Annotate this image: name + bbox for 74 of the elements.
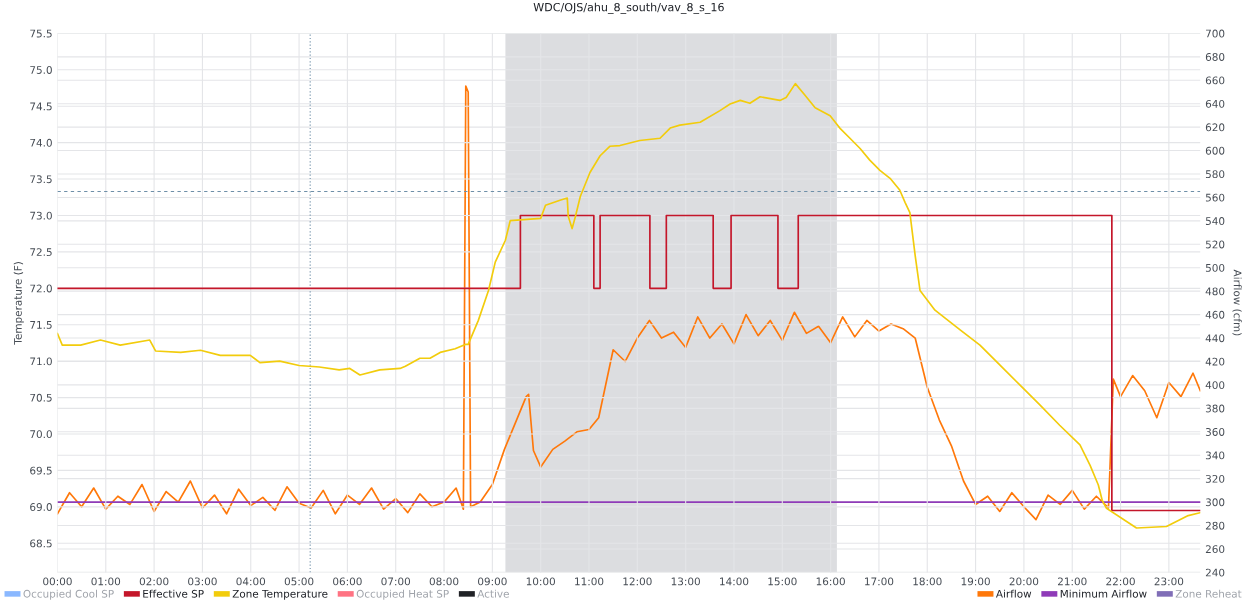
y2-tick-label: 560 bbox=[1205, 193, 1225, 202]
x-tick-label: 10:00 bbox=[526, 577, 555, 586]
chart-title: WDC/OJS/ahu_8_south/vav_8_s_16 bbox=[533, 2, 724, 14]
y-tick-label: 73.5 bbox=[30, 175, 52, 184]
y-axis-title: Temperature (F) bbox=[13, 262, 24, 345]
y-tick-label: 74.0 bbox=[30, 138, 52, 147]
x-tick-label: 23:00 bbox=[1154, 577, 1184, 586]
y2-tick-label: 340 bbox=[1205, 451, 1225, 460]
y-tick-label: 72.0 bbox=[30, 284, 52, 293]
y-tick-label: 72.5 bbox=[30, 248, 52, 257]
y2-tick-label: 500 bbox=[1205, 263, 1225, 272]
x-tick-label: 01:00 bbox=[91, 577, 121, 586]
y2-tick-label: 260 bbox=[1205, 545, 1225, 554]
x-tick-label: 00:00 bbox=[43, 577, 72, 586]
x-tick-label: 20:00 bbox=[1009, 577, 1039, 586]
x-tick-label: 08:00 bbox=[429, 577, 459, 586]
x-tick-label: 12:00 bbox=[623, 577, 652, 586]
y2-tick-label: 520 bbox=[1205, 240, 1225, 249]
legend-label: Occupied Heat SP bbox=[356, 589, 449, 600]
y2-tick-label: 320 bbox=[1205, 474, 1225, 483]
y2-tick-label: 540 bbox=[1205, 217, 1225, 225]
y-tick-label: 70.5 bbox=[30, 393, 52, 402]
x-tick-label: 18:00 bbox=[913, 577, 942, 586]
y2-tick-label: 620 bbox=[1205, 123, 1225, 132]
y-tick-label: 69.5 bbox=[30, 466, 52, 475]
legend-label: Zone Temperature bbox=[232, 589, 328, 600]
x-tick-label: 22:00 bbox=[1106, 577, 1135, 586]
legend-label: Minimum Airflow bbox=[1060, 589, 1147, 598]
legend-label: Effective SP bbox=[143, 589, 204, 598]
x-tick-label: 17:00 bbox=[865, 577, 894, 586]
y2-tick-label: 300 bbox=[1205, 498, 1225, 507]
y-tick-label: 71.0 bbox=[30, 357, 52, 366]
y2-tick-label: 680 bbox=[1205, 53, 1225, 61]
y2-tick-label: 660 bbox=[1205, 76, 1225, 85]
y2-tick-label: 480 bbox=[1205, 287, 1225, 296]
y2-axis-title: Airflow (cfm) bbox=[1232, 269, 1242, 336]
y2-tick-label: 600 bbox=[1205, 146, 1225, 155]
x-tick-label: 16:00 bbox=[816, 577, 845, 586]
x-tick-label: 14:00 bbox=[720, 577, 749, 586]
y2-tick-label: 420 bbox=[1205, 357, 1225, 366]
y2-tick-label: 640 bbox=[1205, 99, 1225, 108]
x-tick-label: 15:00 bbox=[768, 577, 797, 586]
y2-tick-label: 360 bbox=[1205, 428, 1225, 436]
y2-tick-label: 580 bbox=[1205, 170, 1225, 179]
legend-label: Active bbox=[477, 589, 509, 598]
y-tick-label: 75.5 bbox=[30, 29, 52, 38]
x-tick-label: 03:00 bbox=[188, 577, 217, 586]
x-tick-label: 04:00 bbox=[236, 577, 266, 586]
x-tick-label: 06:00 bbox=[333, 577, 362, 586]
y2-tick-label: 700 bbox=[1206, 29, 1225, 38]
y2-tick-label: 440 bbox=[1205, 334, 1225, 343]
x-tick-label: 21:00 bbox=[1057, 577, 1087, 586]
y2-tick-label: 400 bbox=[1205, 381, 1225, 390]
y-tick-label: 75.0 bbox=[30, 66, 52, 74]
x-tick-label: 19:00 bbox=[961, 577, 990, 586]
x-tick-label: 13:00 bbox=[671, 577, 700, 586]
legend-label: Occupied Cool SP bbox=[23, 589, 114, 600]
x-tick-label: 09:00 bbox=[478, 577, 507, 586]
x-tick-label: 05:00 bbox=[284, 577, 314, 586]
y2-tick-label: 280 bbox=[1205, 521, 1225, 530]
y-tick-label: 74.5 bbox=[30, 102, 52, 111]
y-tick-label: 68.5 bbox=[30, 539, 52, 548]
x-tick-label: 02:00 bbox=[139, 577, 169, 586]
y-tick-label: 70.0 bbox=[30, 430, 52, 439]
y-tick-label: 73.0 bbox=[30, 211, 52, 220]
x-tick-label: 07:00 bbox=[381, 577, 411, 586]
x-tick-label: 11:00 bbox=[575, 577, 604, 586]
legend-label: Airflow bbox=[995, 589, 1032, 598]
y-tick-label: 69.0 bbox=[30, 503, 52, 511]
y-tick-label: 71.5 bbox=[30, 321, 52, 329]
y2-tick-label: 380 bbox=[1205, 404, 1225, 413]
y2-tick-label: 240 bbox=[1205, 568, 1225, 577]
legend-label: Zone Reheat bbox=[1175, 589, 1242, 598]
y2-tick-label: 460 bbox=[1205, 310, 1225, 319]
